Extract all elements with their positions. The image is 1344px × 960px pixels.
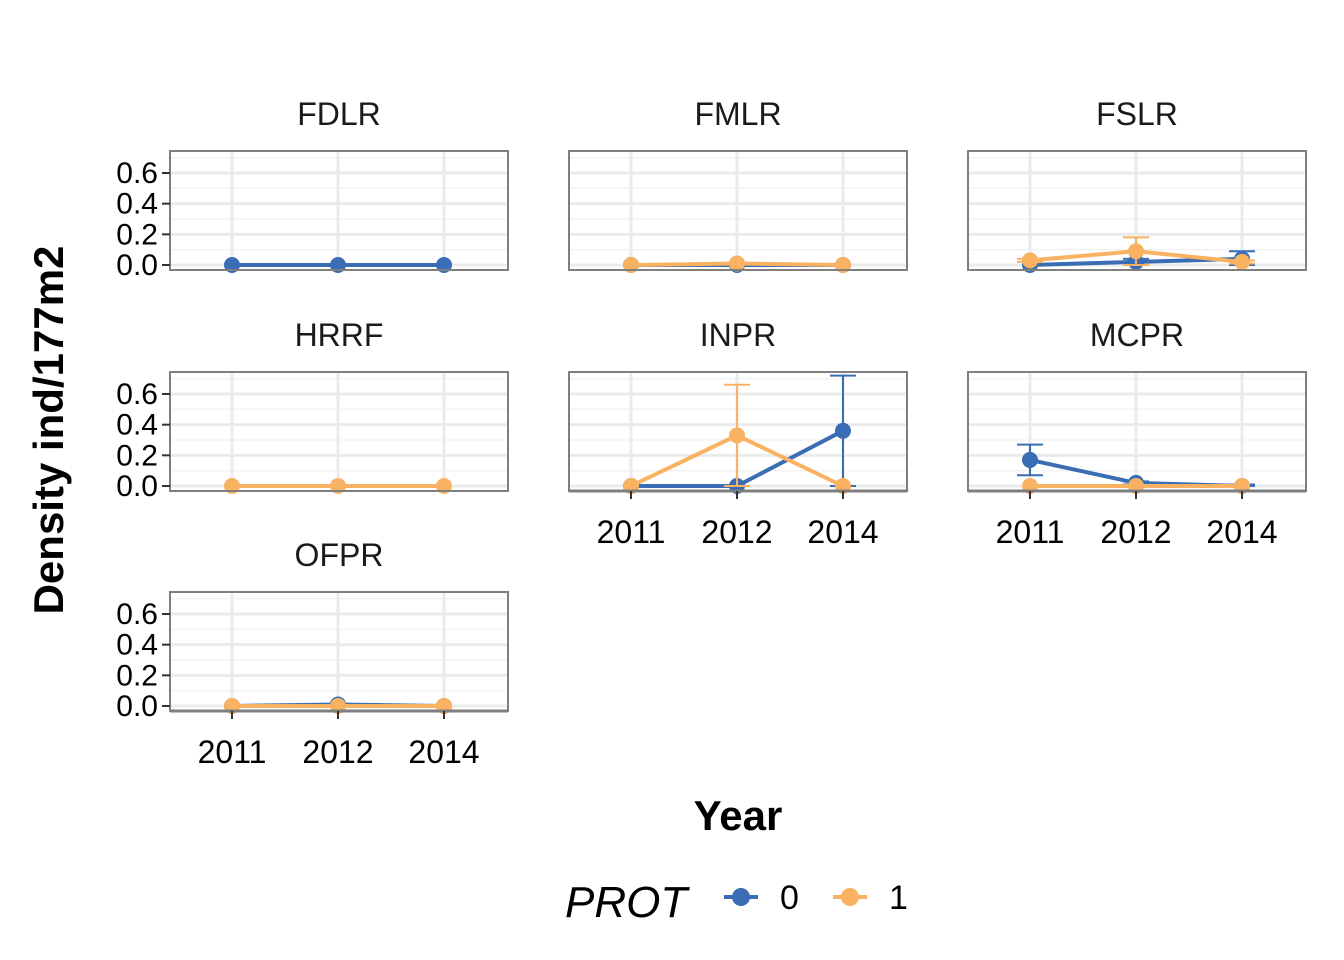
- y-tick-label: 0.4: [116, 188, 158, 221]
- legend-label: 1: [889, 879, 908, 917]
- panel-title-fmlr: FMLR: [694, 96, 781, 132]
- data-point-0: [835, 422, 851, 439]
- legend-key-point: [841, 888, 859, 906]
- legend-entry-1: 1: [833, 879, 908, 917]
- panel-title-ofpr: OFPR: [295, 537, 384, 573]
- y-tick-label: 0.6: [116, 598, 158, 631]
- y-axis-title: Density ind/177m2: [25, 246, 72, 615]
- x-tick-label: 2012: [302, 734, 373, 770]
- panel-border: [568, 150, 908, 271]
- y-tick-label: 0.4: [116, 629, 158, 662]
- y-tick-label: 0.2: [116, 218, 158, 251]
- panel-inpr: INPR 2011 2012 2014: [568, 317, 908, 550]
- y-tick-label: 0.6: [116, 378, 158, 411]
- data-point-1: [1128, 243, 1144, 260]
- legend-label: 0: [780, 879, 799, 917]
- panel-title-mcpr: MCPR: [1090, 317, 1184, 353]
- legend-title: PROT: [565, 878, 690, 927]
- legend-key-point: [732, 888, 750, 906]
- x-tick-label: 2012: [1100, 514, 1171, 550]
- data-point-1: [1022, 252, 1038, 269]
- x-tick-label: 2011: [996, 514, 1065, 550]
- legend-entry-0: 0: [724, 879, 799, 917]
- x-tick-label: 2014: [1206, 514, 1277, 550]
- y-tick-label: 0.2: [116, 439, 158, 472]
- panel-title-hrrf: HRRF: [295, 317, 384, 353]
- x-tick-label: 2014: [807, 514, 878, 550]
- x-axis-title: Year: [694, 792, 783, 839]
- panel-mcpr: MCPR 2011 2012 2014: [967, 317, 1307, 550]
- panel-border: [169, 371, 509, 492]
- panel-fdlr: FDLR 0.00.20.40.6: [116, 96, 509, 282]
- panel-fmlr: FMLR: [568, 96, 908, 273]
- panel-fslr: FSLR: [967, 96, 1307, 273]
- x-tick-label: 2012: [701, 514, 772, 550]
- y-tick-label: 0.0: [116, 249, 158, 282]
- y-tick-label: 0.2: [116, 659, 158, 692]
- x-tick-label: 2011: [597, 514, 666, 550]
- y-tick-label: 0.4: [116, 409, 158, 442]
- panel-title-fdlr: FDLR: [297, 96, 381, 132]
- panel-border: [967, 150, 1307, 271]
- data-point-1: [1234, 253, 1250, 270]
- data-point-1: [729, 427, 745, 444]
- x-tick-label: 2014: [408, 734, 479, 770]
- panel-ofpr: OFPR 0.00.20.40.6 2011 2012 2014: [116, 537, 509, 770]
- data-point-0: [1022, 451, 1038, 468]
- panel-border: [169, 150, 509, 271]
- y-tick-label: 0.6: [116, 157, 158, 190]
- y-tick-label: 0.0: [116, 470, 158, 503]
- data-point-1: [729, 255, 745, 272]
- panel-hrrf: HRRF 0.00.20.40.6: [116, 317, 509, 503]
- x-tick-label: 2011: [198, 734, 267, 770]
- panel-title-inpr: INPR: [700, 317, 776, 353]
- y-tick-label: 0.0: [116, 690, 158, 723]
- panel-title-fslr: FSLR: [1096, 96, 1178, 132]
